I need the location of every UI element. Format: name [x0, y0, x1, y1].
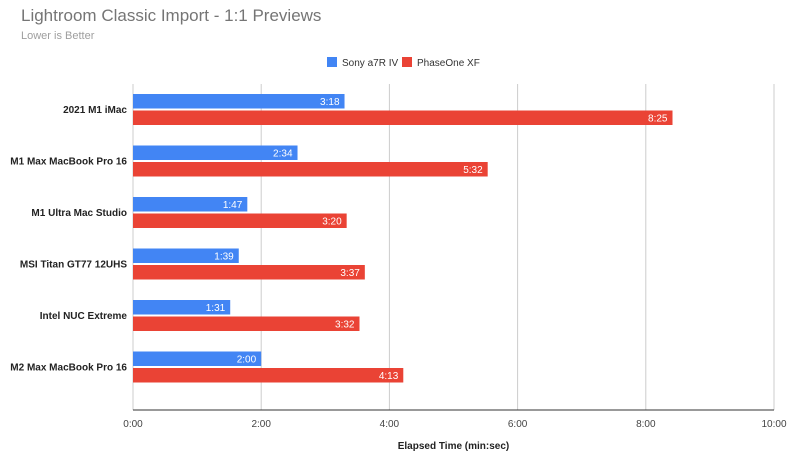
bar: [133, 316, 360, 331]
chart-subtitle: Lower is Better: [21, 30, 95, 42]
data-label: 1:39: [214, 251, 234, 262]
bar: [133, 248, 239, 263]
category-label: Intel NUC Extreme: [40, 311, 128, 322]
data-label: 4:13: [379, 371, 399, 382]
category-label: MSI Titan GT77 12UHS: [20, 260, 127, 271]
legend-swatch: [402, 57, 412, 67]
data-label: 1:47: [223, 200, 243, 211]
data-label: 3:20: [322, 216, 342, 227]
bar: [133, 213, 347, 228]
data-label: 2:00: [237, 354, 257, 365]
x-tick-label: 10:00: [761, 419, 786, 430]
category-label: 2021 M1 iMac: [63, 105, 127, 116]
bar: [133, 265, 365, 280]
chart-title: Lightroom Classic Import - 1:1 Previews: [21, 6, 322, 25]
data-label: 3:37: [340, 268, 360, 279]
data-label: 3:32: [335, 319, 355, 330]
x-tick-label: 6:00: [508, 419, 528, 430]
bar: [133, 162, 488, 177]
category-label: M1 Max MacBook Pro 16: [10, 157, 127, 168]
legend-label: Sony a7R IV: [342, 58, 398, 69]
x-tick-label: 4:00: [380, 419, 400, 430]
bar: [133, 351, 262, 366]
bar: [133, 368, 404, 383]
bar: [133, 110, 673, 125]
x-tick-label: 0:00: [123, 419, 143, 430]
bar: [133, 94, 345, 109]
bar: [133, 197, 248, 212]
bar: [133, 145, 298, 160]
bar: [133, 300, 231, 315]
data-label: 2:34: [273, 148, 293, 159]
data-label: 3:18: [320, 97, 340, 108]
data-label: 1:31: [206, 303, 226, 314]
category-label: M2 Max MacBook Pro 16: [10, 363, 127, 374]
x-axis-title: Elapsed Time (min:sec): [398, 441, 510, 452]
x-tick-label: 2:00: [251, 419, 271, 430]
category-label: M1 Ultra Mac Studio: [31, 208, 127, 219]
legend-label: PhaseOne XF: [417, 58, 480, 69]
data-label: 5:32: [463, 165, 483, 176]
x-tick-label: 8:00: [636, 419, 656, 430]
data-label: 8:25: [648, 113, 668, 124]
legend-swatch: [327, 57, 337, 67]
